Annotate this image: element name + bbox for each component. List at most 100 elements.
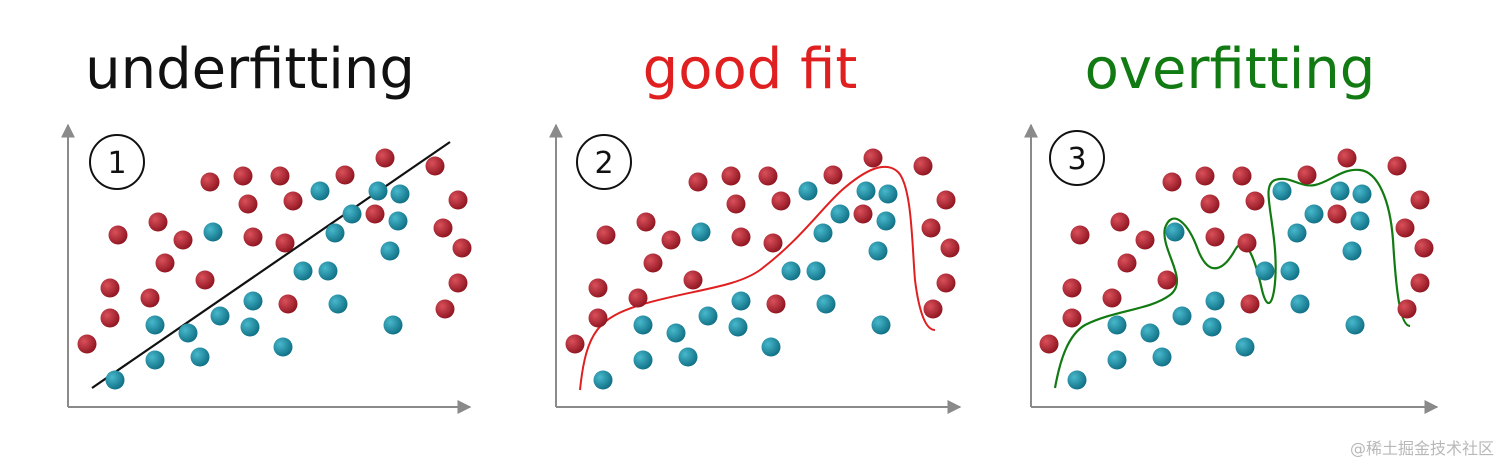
data-point-red	[758, 166, 778, 186]
data-point-teal	[1350, 211, 1370, 231]
data-point-red	[921, 218, 941, 238]
panel-number: 2	[594, 146, 613, 181]
data-point-teal	[1272, 181, 1292, 201]
data-points	[77, 148, 472, 390]
data-point-teal	[390, 184, 410, 204]
data-point-red	[173, 230, 193, 250]
data-point-red	[1410, 190, 1430, 210]
data-point-red	[283, 191, 303, 211]
data-point-teal	[203, 222, 223, 242]
data-point-red	[1102, 288, 1122, 308]
data-point-teal	[178, 323, 198, 343]
data-point-red	[588, 308, 608, 328]
data-point-red	[243, 227, 263, 247]
data-point-red	[863, 148, 883, 168]
data-point-red	[913, 156, 933, 176]
data-point-red	[1395, 218, 1415, 238]
data-point-teal	[633, 350, 653, 370]
data-point-red	[77, 334, 97, 354]
data-point-teal	[593, 370, 613, 390]
data-point-teal	[388, 211, 408, 231]
data-point-teal	[1202, 317, 1222, 337]
data-point-red	[270, 166, 290, 186]
title-overfitting: overfitting	[1084, 37, 1376, 102]
data-point-teal	[1235, 337, 1255, 357]
data-point-teal	[1172, 306, 1192, 326]
data-point-teal	[876, 211, 896, 231]
data-point-red	[771, 191, 791, 211]
data-point-teal	[868, 241, 888, 261]
data-point-red	[1200, 194, 1220, 214]
data-point-red	[1387, 156, 1407, 176]
data-points	[1039, 148, 1434, 390]
data-point-teal	[731, 291, 751, 311]
data-point-red	[1414, 238, 1434, 258]
data-point-red	[452, 238, 472, 258]
data-point-teal	[1342, 241, 1362, 261]
data-point-teal	[105, 370, 125, 390]
data-point-red	[565, 334, 585, 354]
data-point-red	[1195, 166, 1215, 186]
data-point-teal	[145, 350, 165, 370]
data-point-teal	[1165, 222, 1185, 242]
data-point-teal	[342, 204, 362, 224]
data-point-red	[1337, 148, 1357, 168]
panel-number-badge	[89, 134, 145, 190]
data-point-red	[375, 148, 395, 168]
data-point-red	[596, 225, 616, 245]
data-point-teal	[813, 223, 833, 243]
data-point-red	[763, 233, 783, 253]
data-point-red	[661, 230, 681, 250]
panel-number-badge	[1049, 130, 1105, 186]
panel-good-fit: 2	[549, 123, 962, 414]
data-point-red	[588, 278, 608, 298]
data-point-teal	[383, 315, 403, 335]
data-point-red	[726, 194, 746, 214]
data-point-red	[1162, 172, 1182, 192]
data-point-red	[275, 233, 295, 253]
data-point-teal	[1140, 323, 1160, 343]
data-point-red	[448, 273, 468, 293]
data-point-red	[766, 294, 786, 314]
data-point-red	[1110, 212, 1130, 232]
data-point-red	[1039, 334, 1059, 354]
data-point-red	[643, 253, 663, 273]
data-point-red	[940, 238, 960, 258]
panel-overfitting: 3	[1024, 123, 1439, 414]
data-point-teal	[1255, 261, 1275, 281]
data-point-red	[853, 204, 873, 224]
data-point-teal	[380, 241, 400, 261]
data-point-teal	[633, 315, 653, 335]
data-point-red	[435, 299, 455, 319]
data-point-red	[433, 218, 453, 238]
data-point-teal	[1290, 294, 1310, 314]
data-point-teal	[243, 291, 263, 311]
data-point-red	[425, 156, 445, 176]
data-point-red	[1232, 166, 1252, 186]
data-point-red	[1240, 294, 1260, 314]
panel-underfitting: 1	[61, 123, 472, 414]
data-point-teal	[871, 315, 891, 335]
panel-number: 3	[1067, 142, 1086, 177]
data-point-teal	[798, 181, 818, 201]
data-point-red	[155, 253, 175, 273]
data-point-teal	[1304, 204, 1324, 224]
data-point-teal	[240, 317, 260, 337]
data-point-teal	[1205, 291, 1225, 311]
data-point-teal	[273, 337, 293, 357]
data-point-teal	[310, 181, 330, 201]
data-point-red	[365, 204, 385, 224]
data-point-red	[1297, 165, 1317, 185]
data-point-teal	[325, 223, 345, 243]
data-point-red	[731, 227, 751, 247]
data-point-red	[335, 165, 355, 185]
data-point-teal	[856, 181, 876, 201]
fit-curve	[1053, 168, 1411, 389]
data-point-red	[1135, 230, 1155, 250]
data-point-teal	[1287, 223, 1307, 243]
data-point-red	[1062, 278, 1082, 298]
data-point-red	[721, 166, 741, 186]
data-point-teal	[830, 204, 850, 224]
data-point-red	[1245, 191, 1265, 211]
